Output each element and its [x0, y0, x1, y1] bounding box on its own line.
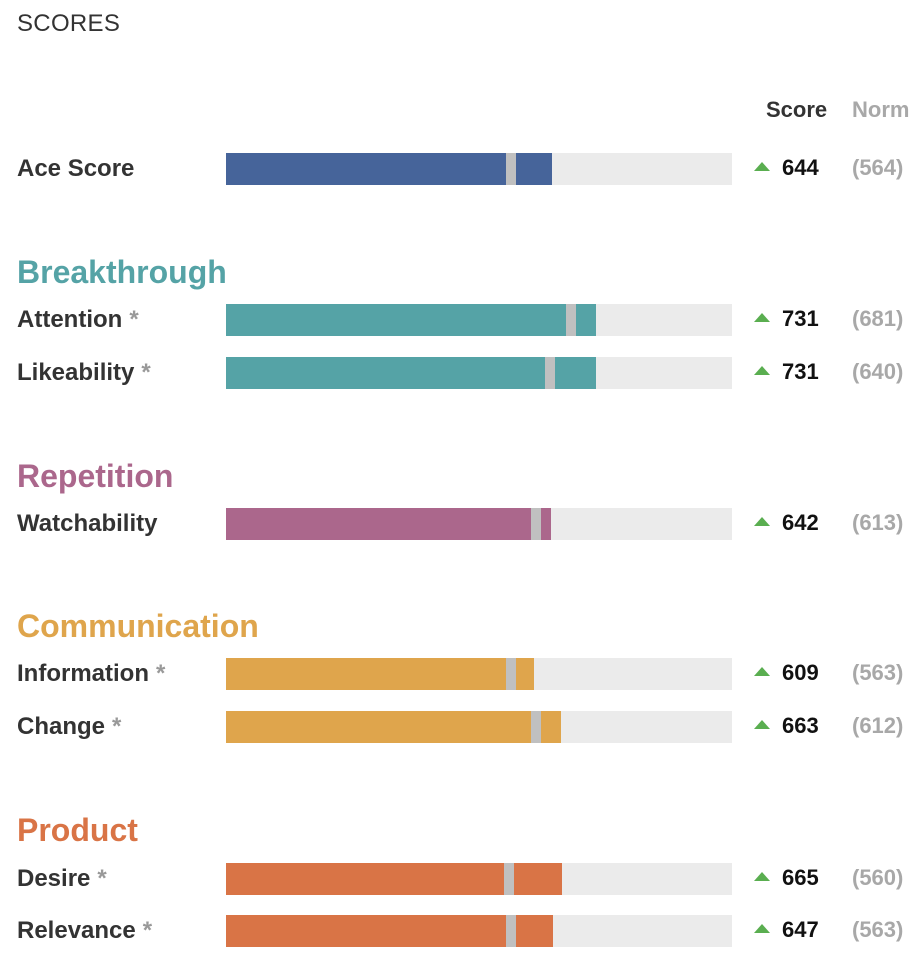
up-arrow-icon: [754, 720, 770, 729]
norm-value: (681): [852, 306, 904, 331]
score-bar: [226, 915, 554, 947]
norm-value: (613): [852, 510, 904, 535]
score-value: 644: [782, 155, 819, 180]
row-label-text: Information: [17, 660, 149, 687]
row-label: Attention *: [17, 306, 139, 334]
row-label: Relevance *: [17, 917, 152, 945]
norm-marker: [544, 357, 555, 389]
up-arrow-icon: [754, 313, 770, 322]
row-label: Change *: [17, 713, 121, 741]
score-row: Relevance * 647 (563): [0, 915, 924, 949]
score-value: 609: [782, 660, 819, 685]
section-heading-repetition: Repetition: [17, 458, 174, 494]
score-bar: [226, 357, 596, 389]
score-row: Watchability 642 (613): [0, 508, 924, 542]
score-bar: [226, 508, 551, 540]
row-label: Watchability: [17, 510, 157, 538]
up-arrow-icon: [754, 162, 770, 171]
score-value: 647: [782, 917, 819, 942]
norm-marker: [530, 711, 541, 743]
score-value: 665: [782, 865, 819, 890]
section-heading-communication: Communication: [17, 608, 259, 644]
row-label-text: Ace Score: [17, 155, 135, 182]
score-value: 731: [782, 359, 819, 384]
bar-track: [226, 508, 732, 540]
row-label-text: Desire: [17, 865, 91, 892]
row-label: Ace Score: [17, 155, 134, 183]
row-label-text: Likeability: [17, 359, 135, 386]
row-label-text: Relevance: [17, 917, 136, 944]
score-row: Likeability * 731 (640): [0, 357, 924, 391]
bar-track: [226, 357, 732, 389]
up-arrow-icon: [754, 517, 770, 526]
norm-value: (612): [852, 713, 904, 738]
row-label: Information *: [17, 660, 165, 688]
row-label-text: Change: [17, 713, 106, 740]
score-row: Ace Score 644 (564): [0, 153, 924, 187]
score-row: Change * 663 (612): [0, 711, 924, 745]
score-column-header: Score: [766, 97, 828, 122]
norm-marker: [506, 153, 517, 185]
asterisk-mark: *: [97, 865, 107, 892]
row-label-text: Attention: [17, 306, 123, 333]
up-arrow-icon: [754, 872, 770, 881]
row-label: Desire *: [17, 865, 107, 893]
norm-marker: [565, 304, 576, 336]
norm-value: (563): [852, 917, 904, 942]
score-value: 642: [782, 510, 819, 535]
norm-marker: [505, 658, 516, 690]
asterisk-mark: *: [142, 917, 153, 944]
up-arrow-icon: [754, 924, 770, 933]
score-value: 731: [782, 306, 819, 331]
asterisk-mark: *: [112, 713, 122, 740]
row-label-text: Watchability: [17, 510, 158, 537]
up-arrow-icon: [754, 366, 770, 375]
norm-column-header: Norm: [852, 97, 910, 122]
score-bar: [226, 711, 562, 743]
norm-value: (563): [852, 660, 904, 685]
score-row: Information * 609 (563): [0, 658, 924, 692]
asterisk-mark: *: [141, 359, 151, 386]
bar-track: [226, 153, 732, 185]
bar-track: [226, 915, 732, 947]
score-bar: [226, 304, 596, 336]
score-row: Desire * 665 (560): [0, 863, 924, 897]
norm-value: (560): [852, 865, 904, 890]
up-arrow-icon: [754, 667, 770, 676]
bar-track: [226, 304, 732, 336]
bar-track: [226, 711, 732, 743]
chart-title: SCORES: [17, 10, 121, 37]
asterisk-mark: *: [129, 306, 139, 333]
asterisk-mark: *: [156, 660, 166, 687]
bar-track: [226, 863, 732, 895]
score-bar: [226, 658, 535, 690]
bar-track: [226, 658, 732, 690]
section-heading-breakthrough: Breakthrough: [17, 254, 227, 290]
score-bar: [226, 153, 552, 185]
norm-value: (640): [852, 359, 904, 384]
score-row: Attention * 731 (681): [0, 304, 924, 338]
section-heading-product: Product: [17, 812, 138, 848]
norm-marker: [531, 508, 542, 540]
row-label: Likeability *: [17, 359, 151, 387]
norm-marker: [505, 915, 516, 947]
norm-marker: [504, 863, 515, 895]
norm-value: (564): [852, 155, 904, 180]
score-value: 663: [782, 713, 819, 738]
